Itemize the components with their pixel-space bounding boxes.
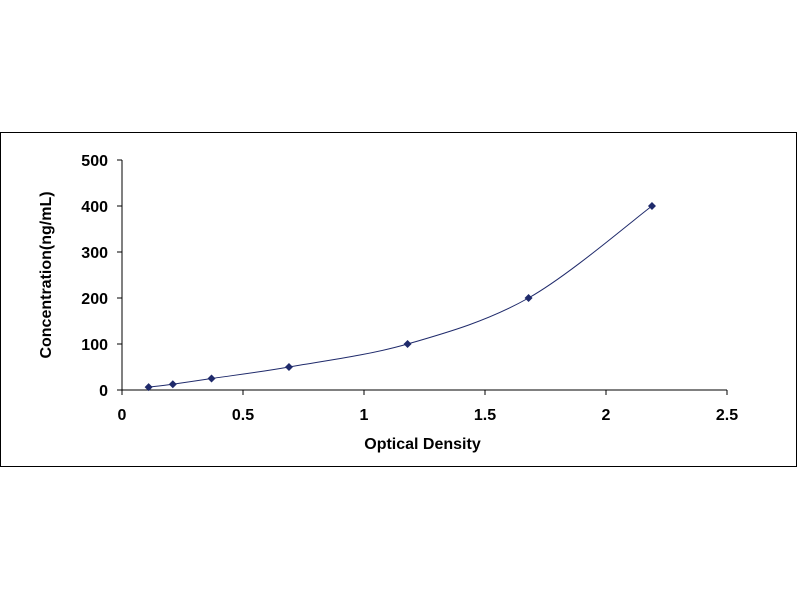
data-point (524, 294, 533, 302)
ticks-layer: 0 0.5 1 1.5 2 2.5 0 100 200 300 400 500 (81, 153, 738, 424)
y-tick-label: 100 (81, 337, 108, 354)
data-point (284, 363, 293, 371)
data-point (403, 340, 412, 348)
y-axis-title: Concentration(ng/mL) (38, 191, 55, 358)
y-tick-label: 500 (81, 153, 108, 170)
points-layer (144, 202, 656, 392)
data-point (168, 380, 177, 389)
data-point (144, 383, 153, 392)
chart-frame: 0 0.5 1 1.5 2 2.5 0 100 200 300 400 500 Optical Den… (0, 132, 797, 467)
axes (121, 160, 727, 391)
y-tick-label: 300 (81, 245, 108, 262)
y-tick-label: 400 (81, 199, 108, 216)
fit-curve (148, 205, 653, 388)
x-tick-label: 1 (360, 407, 369, 424)
chart-svg: 0 0.5 1 1.5 2 2.5 0 100 200 300 400 500 Optical Den… (38, 153, 738, 453)
x-tick-label: 2.5 (716, 407, 738, 424)
y-tick-label: 200 (81, 291, 108, 308)
x-tick-label: 0 (118, 407, 127, 424)
data-point (207, 374, 216, 383)
data-point (647, 202, 656, 210)
x-tick-label: 0.5 (232, 407, 254, 424)
curve-layer (148, 205, 653, 388)
x-tick-label: 1.5 (474, 407, 496, 424)
x-axis-title: Optical Density (364, 436, 481, 453)
x-tick-label: 2 (602, 407, 611, 424)
y-tick-label: 0 (99, 383, 108, 400)
